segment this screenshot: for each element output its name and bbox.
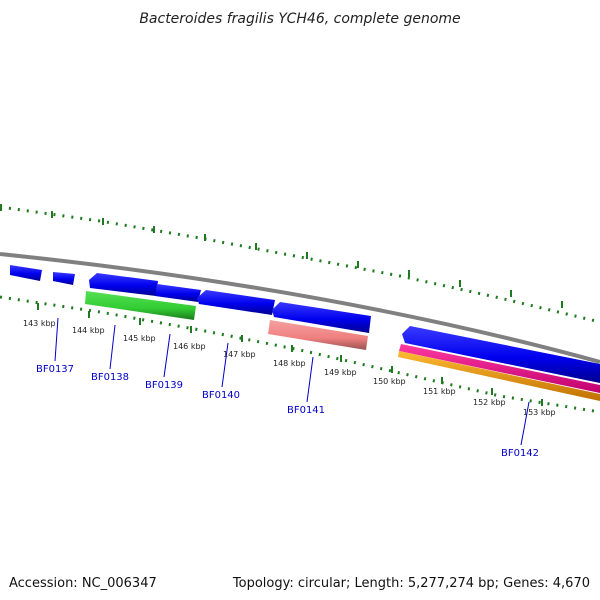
- cds-feature: [402, 326, 600, 383]
- scale-label: 143 kbp: [23, 319, 56, 328]
- gene-label-bf0139[interactable]: BF0139: [145, 380, 183, 391]
- gene-label-bf0142[interactable]: BF0142: [501, 448, 539, 459]
- genome-backbone: [0, 252, 600, 364]
- salmon-feature: [268, 320, 368, 350]
- scale-label: 151 kbp: [423, 387, 456, 396]
- scale-label: 150 kbp: [373, 377, 406, 386]
- genome-summary-text: Topology: circular; Length: 5,277,274 bp…: [232, 576, 590, 591]
- scale-label: 146 kbp: [173, 342, 206, 351]
- magenta-feature: [399, 344, 600, 393]
- outer-scale-ring: [0, 204, 600, 324]
- gene-label-bf0137[interactable]: BF0137: [36, 364, 74, 375]
- green-feature: [85, 291, 196, 320]
- cds-feature: [10, 265, 42, 281]
- gene-label-bf0141[interactable]: BF0141: [287, 405, 325, 416]
- scale-labels: 143 kbp 144 kbp 145 kbp 146 kbp 147 kbp …: [23, 319, 556, 417]
- cds-feature: [197, 290, 275, 315]
- cds-feature: [272, 302, 371, 333]
- cds-feature: [53, 272, 75, 285]
- scale-label: 144 kbp: [72, 326, 105, 335]
- scale-label: 149 kbp: [324, 368, 357, 377]
- accession-text: Accession: NC_006347: [9, 576, 157, 591]
- gene-leader-lines: [54, 317, 530, 446]
- orange-feature: [398, 351, 600, 401]
- scale-label: 152 kbp: [473, 398, 506, 407]
- map-title: Bacteroides fragilis YCH46, complete gen…: [139, 11, 460, 27]
- cds-feature: [89, 273, 158, 296]
- inner-scale-ring: [0, 295, 600, 414]
- gene-labels: BF0137 BF0138 BF0139 BF0140 BF0141 BF014…: [36, 364, 539, 459]
- gene-label-bf0140[interactable]: BF0140: [202, 390, 240, 401]
- forward-cds-track: [10, 265, 600, 383]
- scale-label: 145 kbp: [123, 334, 156, 343]
- scale-label: 153 kbp: [523, 408, 556, 417]
- scale-label: 147 kbp: [223, 350, 256, 359]
- gene-label-bf0138[interactable]: BF0138: [91, 372, 129, 383]
- scale-label: 148 kbp: [273, 359, 306, 368]
- cds-feature: [155, 284, 201, 302]
